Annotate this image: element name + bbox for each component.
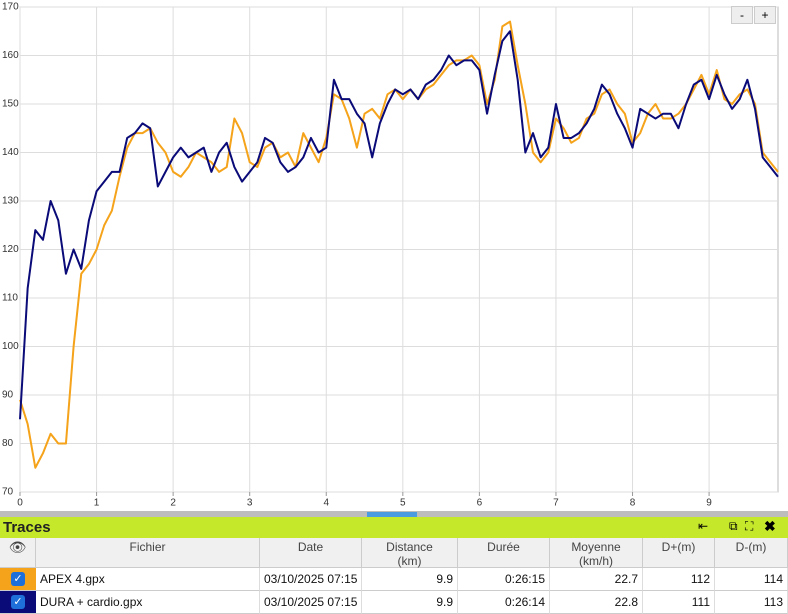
y-tick-label: 100 — [2, 341, 19, 352]
zoom-in[interactable]: + — [754, 6, 776, 24]
x-tick-label: 7 — [553, 498, 559, 509]
table-cell: 9.9 — [362, 591, 458, 614]
visibility-checkbox[interactable]: ✓ — [11, 572, 25, 586]
x-tick-label: 9 — [706, 498, 712, 509]
y-tick-label: 70 — [2, 487, 14, 498]
y-tick-label: 120 — [2, 244, 19, 255]
table-cell: 03/10/2025 07:15 — [260, 568, 362, 591]
visibility-checkbox[interactable]: ✓ — [11, 595, 25, 609]
splitter[interactable] — [0, 511, 788, 517]
x-tick-label: 0 — [17, 498, 23, 509]
column-header[interactable]: Durée — [458, 538, 550, 568]
table-cell: 03/10/2025 07:15 — [260, 591, 362, 614]
panel-header: Traces ⇤ ⧉ ⛶ ✖ — [0, 517, 788, 538]
y-tick-label: 150 — [2, 99, 19, 110]
series-line — [19, 20, 779, 469]
x-tick-label: 4 — [323, 498, 329, 509]
x-tick-label: 6 — [477, 498, 483, 509]
zoom-out[interactable]: - — [731, 6, 753, 24]
x-tick-label: 5 — [400, 498, 406, 509]
table-cell: DURA + cardio.gpx — [36, 591, 260, 614]
table-cell: 114 — [715, 568, 788, 591]
y-tick-label: 90 — [2, 390, 14, 401]
series-swatch: ✓ — [0, 591, 36, 614]
column-header[interactable]: Distance (km) — [362, 538, 458, 568]
column-header[interactable]: Fichier — [36, 538, 260, 568]
table-cell: 22.7 — [550, 568, 643, 591]
x-tick-label: 1 — [94, 498, 100, 509]
table-cell: 0:26:14 — [458, 591, 550, 614]
close-button[interactable]: ✖ — [764, 518, 776, 534]
restore-button[interactable]: ⧉ — [729, 519, 738, 533]
panel-title: Traces — [3, 519, 51, 536]
y-tick-label: 80 — [2, 438, 14, 449]
series-swatch: ✓ — [0, 568, 36, 591]
table-cell: APEX 4.gpx — [36, 568, 260, 591]
y-tick-label: 140 — [2, 147, 19, 158]
splitter-handle[interactable] — [367, 512, 417, 517]
column-header[interactable]: Moyenne (km/h) — [550, 538, 643, 568]
table-cell: 111 — [643, 591, 715, 614]
column-header[interactable]: Date — [260, 538, 362, 568]
visibility-header: 👁 — [0, 538, 36, 568]
table-cell: 9.9 — [362, 568, 458, 591]
chart: 70 80 90 100 110 120 130 140 150 160 170 0 1 2 3 4 5 6 7 8 9 — [2, 2, 779, 509]
x-tick-label: 8 — [630, 498, 636, 509]
y-tick-label: 160 — [2, 50, 19, 61]
column-header[interactable]: D-(m) — [715, 538, 788, 568]
pin-button[interactable]: ⇤ — [698, 519, 709, 533]
x-tick-label: 2 — [170, 498, 176, 509]
y-tick-label: 170 — [2, 2, 19, 13]
table-cell: 112 — [643, 568, 715, 591]
series-line — [19, 30, 779, 420]
x-tick-label: 3 — [247, 498, 253, 509]
table-cell: 113 — [715, 591, 788, 614]
traces-table: 👁 Fichier Date Distance (km) Durée Moyenne (… — [0, 538, 788, 614]
column-header[interactable]: D+(m) — [643, 538, 715, 568]
table-cell: 0:26:15 — [458, 568, 550, 591]
table-cell: 22.8 — [550, 591, 643, 614]
y-tick-label: 110 — [2, 293, 18, 304]
maximize-button[interactable]: ⛶ — [745, 519, 754, 533]
y-tick-label: 130 — [2, 196, 19, 207]
